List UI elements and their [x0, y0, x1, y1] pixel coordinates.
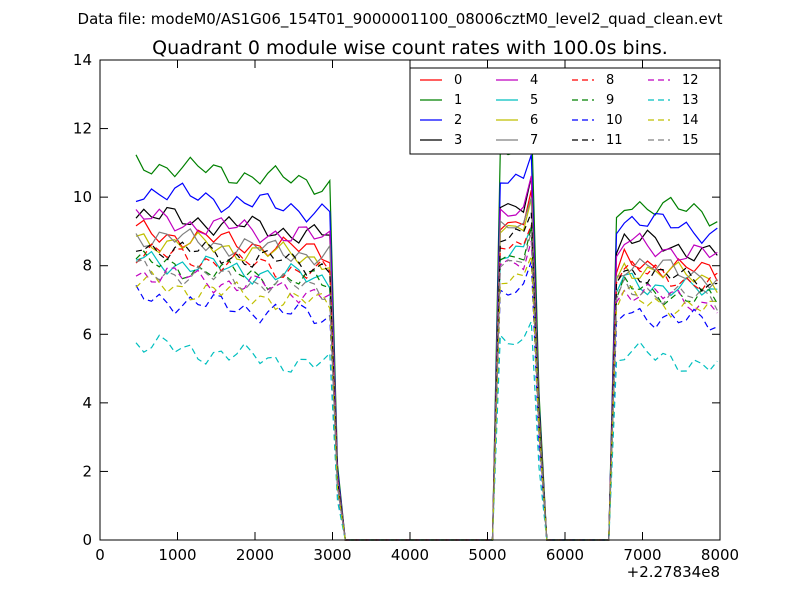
legend-label-11: 11 [606, 133, 623, 148]
legend-box [409, 67, 721, 155]
legend-label-5: 5 [530, 93, 538, 108]
x-tick-label-3: 3000 [313, 546, 351, 564]
x-tick-label-8: 8000 [701, 546, 739, 564]
chart-title: Quadrant 0 module wise count rates with … [152, 37, 668, 59]
legend-label-7: 7 [530, 133, 538, 148]
y-tick-label-6: 12 [73, 120, 92, 138]
y-tick-label-1: 2 [82, 462, 92, 480]
y-tick-label-5: 10 [73, 188, 92, 206]
legend-label-15: 15 [682, 133, 699, 148]
legend-label-6: 6 [530, 113, 538, 128]
y-tick-label-2: 4 [82, 394, 92, 412]
x-tick-label-1: 1000 [158, 546, 196, 564]
legend-label-1: 1 [454, 93, 462, 108]
legend-label-0: 0 [454, 73, 462, 88]
legend-label-9: 9 [606, 93, 614, 108]
x-offset-label: +2.27834e8 [627, 563, 720, 581]
legend-label-2: 2 [454, 113, 462, 128]
x-tick-label-0: 0 [95, 546, 105, 564]
legend-label-14: 14 [682, 113, 699, 128]
series-line-13 [135, 321, 718, 541]
legend-label-13: 13 [682, 93, 699, 108]
y-tick-label-0: 0 [82, 531, 92, 549]
series-line-10 [135, 261, 718, 541]
y-tick-label-7: 14 [73, 51, 92, 69]
y-tick-label-3: 6 [82, 325, 92, 343]
legend-label-12: 12 [682, 73, 699, 88]
legend-label-3: 3 [454, 133, 462, 148]
x-tick-label-4: 4000 [391, 546, 429, 564]
x-tick-label-7: 7000 [623, 546, 661, 564]
x-tick-label-6: 6000 [546, 546, 584, 564]
y-tick-label-4: 8 [82, 257, 92, 275]
x-tick-label-5: 5000 [468, 546, 506, 564]
legend-label-4: 4 [530, 73, 538, 88]
axis-ticks: 0 1000 2000 3000 4000 5000 6000 7000 80000246810… [73, 51, 739, 564]
legend-label-8: 8 [606, 73, 614, 88]
legend-label-10: 10 [606, 113, 623, 128]
x-tick-label-2: 2000 [236, 546, 274, 564]
chart-suptitle: Data file: modeM0/AS1G06_154T01_90000011… [78, 10, 723, 29]
